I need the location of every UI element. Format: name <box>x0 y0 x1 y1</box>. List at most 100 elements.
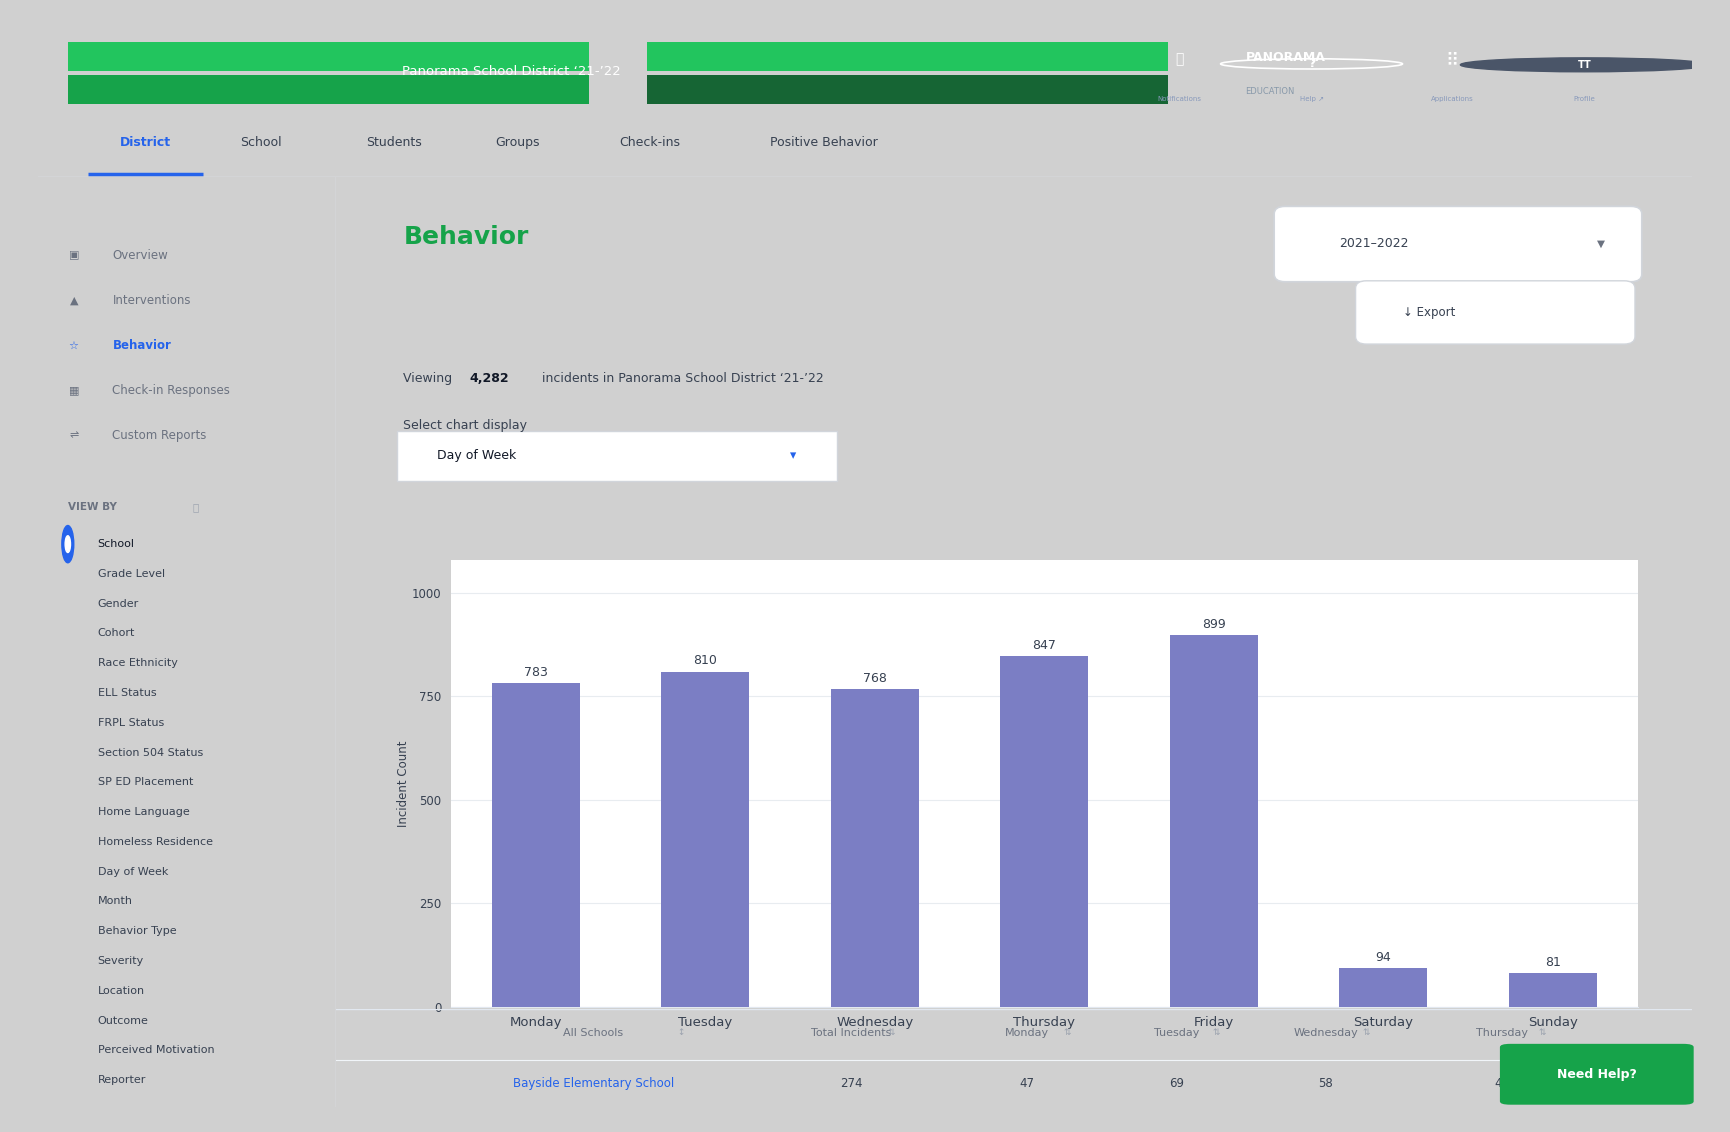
Text: ⇅: ⇅ <box>1536 1028 1547 1037</box>
FancyBboxPatch shape <box>1500 1044 1694 1105</box>
Circle shape <box>66 535 71 552</box>
Text: ▼: ▼ <box>1597 239 1605 249</box>
Text: ▦: ▦ <box>69 386 80 395</box>
Text: Home Language: Home Language <box>97 807 189 817</box>
FancyBboxPatch shape <box>1356 281 1635 344</box>
Text: Severity: Severity <box>97 957 144 966</box>
Text: 783: 783 <box>524 666 548 679</box>
Text: Students: Students <box>365 136 422 149</box>
Text: ↓ Export: ↓ Export <box>1403 306 1455 319</box>
Text: EDUCATION: EDUCATION <box>1246 87 1294 96</box>
Text: Perceived Motivation: Perceived Motivation <box>97 1045 215 1055</box>
Text: 810: 810 <box>694 654 718 668</box>
Y-axis label: Incident Count: Incident Count <box>396 740 410 826</box>
Text: ⇅: ⇅ <box>886 1028 896 1037</box>
Text: Applications: Applications <box>1431 96 1474 102</box>
Text: 49: 49 <box>1495 1078 1510 1090</box>
Text: All Schools: All Schools <box>564 1028 623 1038</box>
Text: incidents in Panorama School District ‘21-’22: incidents in Panorama School District ‘2… <box>538 372 823 385</box>
Text: ⇌: ⇌ <box>69 430 78 440</box>
Text: Notifications: Notifications <box>1157 96 1201 102</box>
Text: School: School <box>97 539 135 549</box>
Text: District: District <box>119 136 171 149</box>
FancyBboxPatch shape <box>396 430 837 481</box>
Bar <box>830 689 919 1006</box>
Text: Behavior: Behavior <box>403 225 529 249</box>
Text: 4,282: 4,282 <box>471 372 510 385</box>
Text: 🔔: 🔔 <box>1175 52 1183 67</box>
Text: Section 504 Status: Section 504 Status <box>97 747 202 757</box>
Text: Need Help?: Need Help? <box>1557 1067 1637 1081</box>
Text: Positive Behavior: Positive Behavior <box>770 136 877 149</box>
Text: ▣: ▣ <box>69 250 80 260</box>
Text: 47: 47 <box>1021 1078 1035 1090</box>
Text: Grade Level: Grade Level <box>97 569 164 578</box>
Bar <box>491 683 580 1006</box>
Text: Day of Week: Day of Week <box>438 449 517 462</box>
Text: Race Ethnicity: Race Ethnicity <box>97 658 178 668</box>
Text: School: School <box>240 136 282 149</box>
Text: ⇅: ⇅ <box>1211 1028 1221 1037</box>
Text: Day of Week: Day of Week <box>97 867 168 876</box>
Text: Custom Reports: Custom Reports <box>112 429 208 441</box>
Text: ?: ? <box>1308 58 1315 70</box>
Text: Behavior Type: Behavior Type <box>97 926 176 936</box>
FancyBboxPatch shape <box>1275 206 1642 282</box>
Text: ⠿: ⠿ <box>1446 51 1458 69</box>
Text: ☆: ☆ <box>69 341 80 351</box>
Text: ⓪: ⓪ <box>192 501 199 512</box>
Text: Profile: Profile <box>1574 96 1595 102</box>
Text: ⇅: ⇅ <box>1360 1028 1370 1037</box>
Bar <box>647 75 1168 104</box>
Text: ELL Status: ELL Status <box>97 688 156 698</box>
Text: Help ↗: Help ↗ <box>1299 96 1323 102</box>
Bar <box>67 75 588 104</box>
Text: ↕: ↕ <box>675 1028 685 1037</box>
Text: Viewing: Viewing <box>403 372 457 385</box>
Text: 94: 94 <box>1375 951 1391 963</box>
Text: 2021–2022: 2021–2022 <box>1339 237 1408 250</box>
Text: 69: 69 <box>1169 1078 1183 1090</box>
Bar <box>1169 635 1258 1006</box>
Text: Wednesday: Wednesday <box>1294 1028 1358 1038</box>
Text: FRPL Status: FRPL Status <box>97 718 164 728</box>
Text: VIEW BY: VIEW BY <box>67 501 116 512</box>
Text: Bayside Elementary School: Bayside Elementary School <box>512 1078 675 1090</box>
Bar <box>1000 657 1088 1006</box>
Bar <box>67 42 588 71</box>
Bar <box>661 671 749 1006</box>
Text: SP ED Placement: SP ED Placement <box>97 778 194 788</box>
Text: Monday: Monday <box>1005 1028 1050 1038</box>
Text: 58: 58 <box>1318 1078 1334 1090</box>
Text: 847: 847 <box>1033 640 1057 652</box>
Text: ▲: ▲ <box>69 295 78 306</box>
Text: 768: 768 <box>863 672 887 685</box>
Text: Location: Location <box>97 986 145 996</box>
Text: Select chart display: Select chart display <box>403 420 528 432</box>
Text: Overview: Overview <box>112 249 168 263</box>
Text: Behavior: Behavior <box>112 340 171 352</box>
Text: Check-in Responses: Check-in Responses <box>112 384 230 397</box>
Text: Groups: Groups <box>495 136 540 149</box>
Text: ⇅: ⇅ <box>1060 1028 1071 1037</box>
Text: Outcome: Outcome <box>97 1015 149 1026</box>
Text: 274: 274 <box>839 1078 862 1090</box>
Text: Reporter: Reporter <box>97 1075 145 1086</box>
Text: Total Incidents: Total Incidents <box>811 1028 891 1038</box>
Text: 81: 81 <box>1545 955 1560 969</box>
Circle shape <box>1460 58 1709 71</box>
Text: Gender: Gender <box>97 599 138 609</box>
Bar <box>1339 968 1427 1006</box>
Text: Interventions: Interventions <box>112 294 190 307</box>
Text: Homeless Residence: Homeless Residence <box>97 837 213 847</box>
Bar <box>1509 974 1597 1006</box>
Text: Thursday: Thursday <box>1476 1028 1528 1038</box>
Text: PANORAMA: PANORAMA <box>1246 51 1325 63</box>
Text: Month: Month <box>97 897 133 907</box>
Text: Cohort: Cohort <box>97 628 135 638</box>
Text: Check-ins: Check-ins <box>619 136 680 149</box>
Text: TT: TT <box>1578 60 1592 70</box>
Text: 899: 899 <box>1202 618 1227 631</box>
Text: ▾: ▾ <box>791 449 796 462</box>
Bar <box>647 42 1168 71</box>
